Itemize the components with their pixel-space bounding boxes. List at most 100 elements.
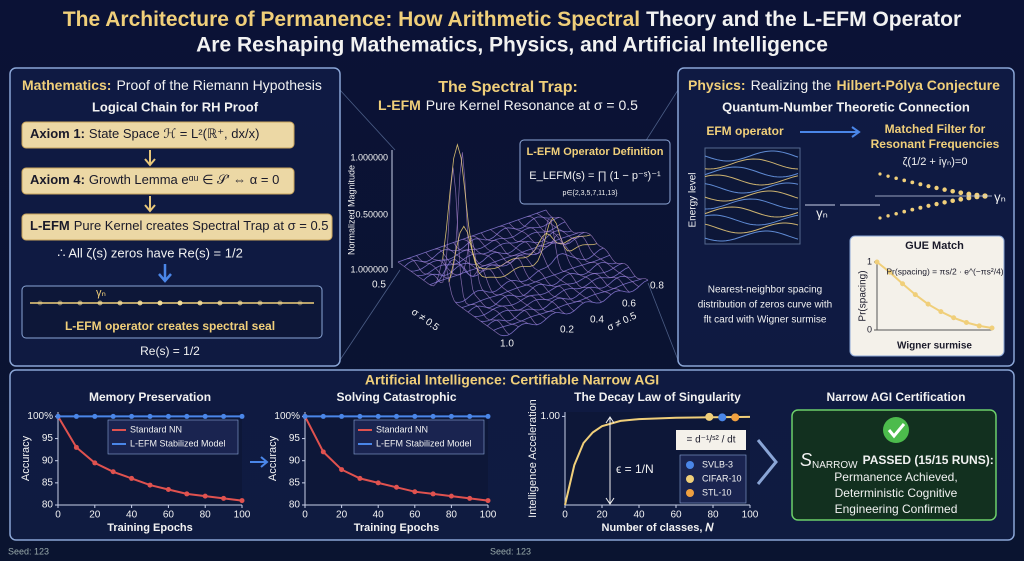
energy-line: [704, 182, 799, 194]
z-label: Normalized Magnitude: [346, 165, 356, 255]
title-line-1: The Architecture of Permanence: How Arit…: [63, 8, 961, 31]
x-tick-label: 80: [446, 510, 458, 521]
arrow: [144, 150, 156, 167]
point: [110, 469, 116, 475]
seal-line: Re(s) = 1/2: [140, 344, 200, 358]
filter-dot: [942, 187, 947, 192]
cert-card: [791, 409, 997, 521]
zero-dot: [277, 300, 283, 306]
x-tick-label: 40: [633, 510, 645, 521]
check-mark: [887, 423, 906, 439]
arrow: [144, 196, 156, 213]
surface-line: [474, 262, 623, 318]
y-axis-label: Accuracy: [267, 435, 279, 481]
zero-dot: [297, 300, 303, 306]
y-tick-label: 90: [42, 455, 54, 466]
definition-title: L-EFM Operator Definition: [527, 146, 664, 158]
step-text: Axiom 1: State Space ℋ = L²(ℝ⁺, dx/x): [30, 126, 259, 141]
physics-heading: Physics: Realizing the Hilbert-Pólya Conje…: [688, 77, 1000, 93]
x-tick-label: 60: [409, 510, 421, 521]
x-tick-label: 80: [200, 510, 212, 521]
step-body: Pure Kernel creates Spectral Trap at σ =…: [74, 218, 329, 233]
math-label: Mathematics:: [22, 77, 111, 93]
trap-highlight: L-EFM: [378, 97, 421, 113]
zero-dot: [197, 300, 203, 306]
surface-line: [471, 235, 575, 312]
y-tick-label: 1.00: [541, 411, 561, 422]
y-tick-label: 0: [867, 324, 872, 334]
math-heading-text: Proof of the Riemann Hypothesis: [116, 77, 321, 93]
point: [412, 413, 418, 419]
energy-line: [704, 166, 799, 178]
zero-dot: [77, 300, 83, 306]
surface-line: [527, 216, 630, 293]
zero-dot: [137, 300, 143, 306]
trap-subtitle: L-EFM Pure Kernel Resonance at σ = 0.5: [378, 97, 638, 113]
zero-dots: [37, 300, 303, 306]
point: [184, 491, 190, 497]
footer: Seed: 123: [8, 546, 49, 556]
filter-dot: [910, 207, 915, 212]
trap-subtitle-text: Pure Kernel Resonance at σ = 0.5: [426, 97, 638, 113]
energy-line: [704, 198, 799, 210]
energy-line: [704, 222, 799, 234]
point: [467, 495, 473, 501]
matched-filter: [875, 172, 992, 220]
epsilon-arrow: [605, 416, 615, 505]
cert-status: SNARROW PASSED (15/15 RUNS):: [800, 450, 994, 471]
cert-subscript: NARROW: [812, 460, 858, 471]
energy-line: [704, 158, 799, 170]
zero-dot: [57, 300, 63, 306]
point: [963, 320, 969, 326]
zero-dot: [217, 300, 223, 306]
title-line-2: Are Reshaping Mathematics, Physics, and …: [196, 34, 828, 57]
point: [430, 413, 436, 419]
gue-card: [849, 235, 1005, 357]
step-label: L-EFM: [30, 218, 70, 233]
physics-highlight: Hilbert-Pólya Conjecture: [837, 77, 1001, 93]
gamma: γₙ: [994, 189, 1006, 204]
sigma-tick: 0.4: [590, 315, 604, 326]
filter-dot: [902, 209, 907, 214]
filter-dot: [910, 180, 915, 185]
filter-title: Matched Filter for: [885, 122, 986, 136]
x-axis-label: Wigner surmise: [897, 341, 972, 352]
point: [339, 413, 345, 419]
point: [320, 413, 326, 419]
check-icon: [883, 417, 909, 443]
cert-line: Permanence Achieved,: [834, 470, 957, 484]
point: [92, 460, 98, 466]
x-tick-label: 20: [89, 510, 101, 521]
chart-title: GUE Match: [905, 240, 964, 252]
x-tick-label: 100: [234, 510, 251, 521]
point: [320, 449, 326, 455]
operator-label: EFM operator: [706, 124, 784, 138]
chart-title: Solving Catastrophic: [336, 390, 456, 404]
step-box: [21, 167, 295, 195]
filter-dot: [942, 200, 947, 205]
point: [925, 301, 931, 307]
point: [448, 413, 454, 419]
filter-title: Resonant Frequencies: [871, 137, 1000, 151]
description: Nearest-neighbor spacing: [708, 285, 823, 296]
x-tick-label: 60: [163, 510, 175, 521]
step-body: Growth Lemma eᵅᵘ ∈ 𝒮′ ⇔ α = 0: [89, 172, 279, 187]
point: [448, 493, 454, 499]
point: [375, 413, 381, 419]
title-rest: Theory and the L-EFM Operator: [646, 8, 961, 31]
step-body: State Space ℋ = L²(ℝ⁺, dx/x): [89, 126, 260, 141]
filter-dot: [958, 196, 964, 202]
series-line: [876, 261, 993, 329]
energy-line: [704, 150, 799, 162]
point: [394, 484, 399, 490]
x-tick-label: 0: [562, 510, 568, 521]
x-tick-label: 20: [596, 510, 608, 521]
y-axis-label: Intelligence Acceleration: [527, 399, 539, 518]
step-box: [21, 121, 295, 149]
filter-dot: [926, 184, 931, 189]
y-tick-label: 80: [289, 500, 301, 511]
surface-line: [480, 266, 630, 322]
surface: [397, 143, 649, 337]
energy-line: [704, 214, 799, 226]
point: [339, 467, 345, 473]
